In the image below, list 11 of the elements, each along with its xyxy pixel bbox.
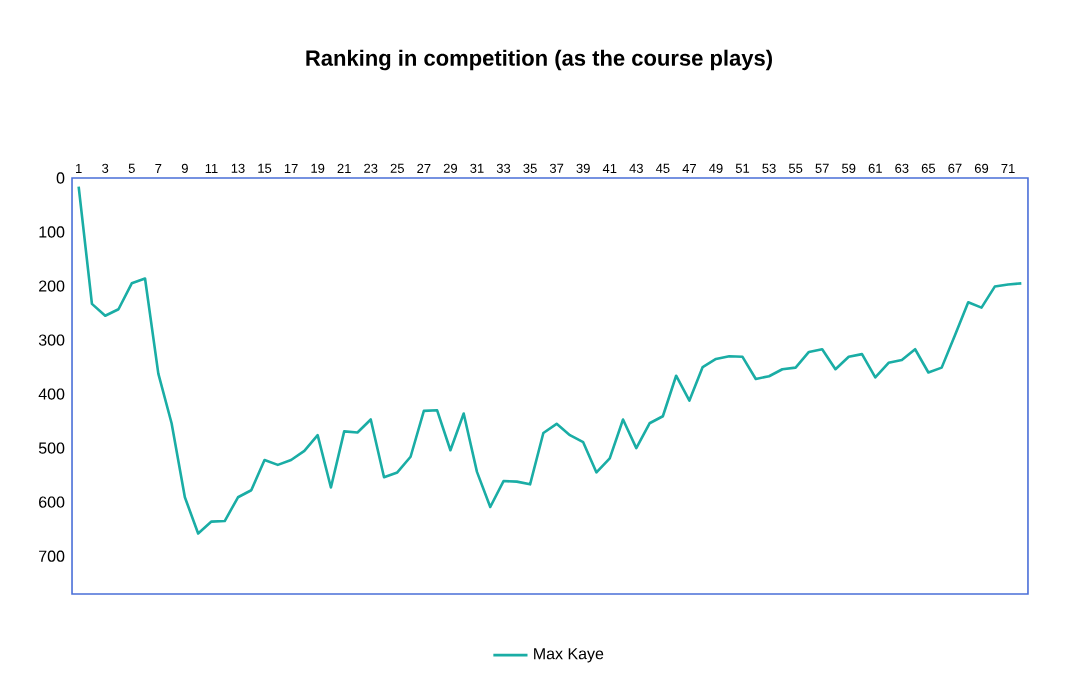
y-tick-label: 700 (39, 550, 65, 562)
y-tick-label: 500 (38, 442, 65, 454)
y-tick-label: 0 (56, 172, 65, 184)
y-tick-label: 100 (39, 226, 65, 238)
legend-label: Max Kaye (534, 648, 604, 663)
y-tick-label: 400 (38, 388, 65, 400)
y-tick-label: 600 (39, 496, 65, 508)
line-series (77, 185, 1023, 535)
y-tick-label: 200 (39, 280, 65, 292)
chart-title: Ranking in competition (as the course plays) (306, 49, 772, 71)
y-tick-label: 300 (38, 334, 65, 346)
